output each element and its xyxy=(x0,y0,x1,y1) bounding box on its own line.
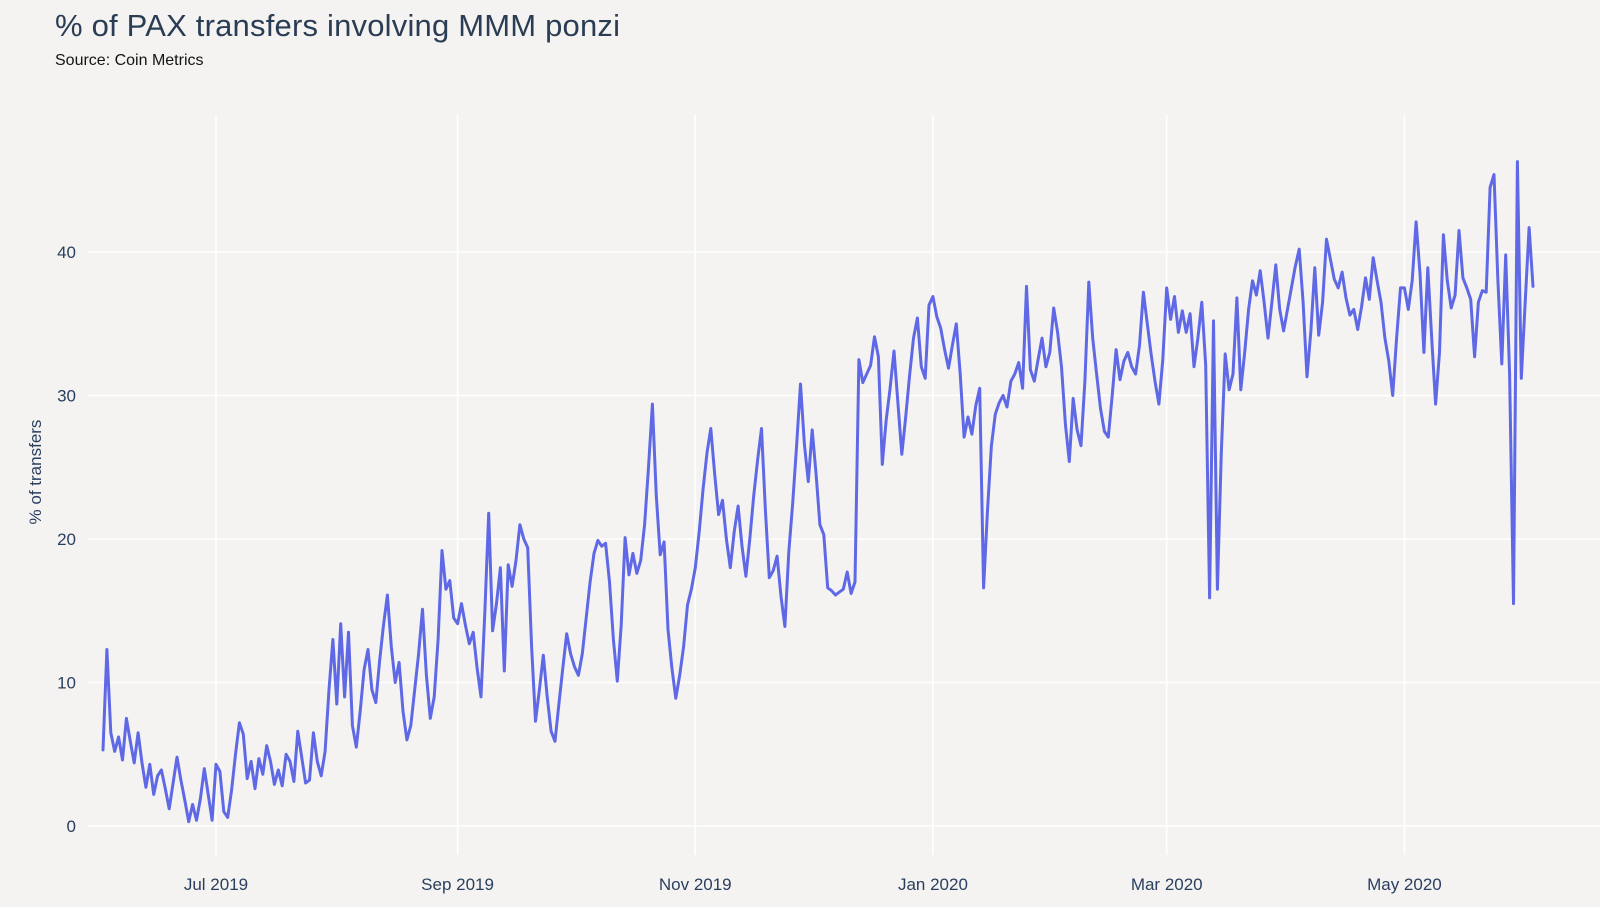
data-line-series xyxy=(101,160,1535,824)
x-tick-label: Jul 2019 xyxy=(184,875,248,894)
y-tick-label: 0 xyxy=(67,817,76,836)
x-tick-label: Sep 2019 xyxy=(421,875,494,894)
y-tick-label: 40 xyxy=(57,243,76,262)
y-tick-label: 10 xyxy=(57,674,76,693)
y-tick-label: 30 xyxy=(57,387,76,406)
y-tick-label: 20 xyxy=(57,530,76,549)
source-label: Source: Coin Metrics xyxy=(55,52,204,69)
x-tick-label: May 2020 xyxy=(1367,875,1442,894)
x-tick-label: Mar 2020 xyxy=(1131,875,1203,894)
page-title: % of PAX transfers involving MMM ponzi xyxy=(55,8,621,43)
x-tick-label: Nov 2019 xyxy=(659,875,732,894)
x-tick-label: Jan 2020 xyxy=(898,875,968,894)
